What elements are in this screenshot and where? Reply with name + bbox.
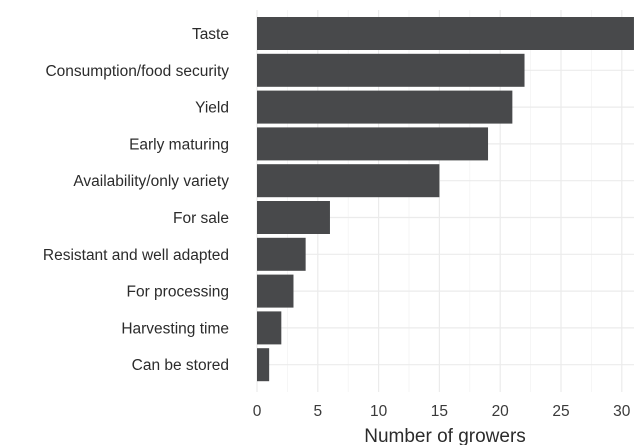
x-tick-labels: 0 5 10 15 20 25 30 (253, 403, 631, 420)
x-tick-label: 5 (313, 403, 322, 420)
x-tick-label: 25 (552, 403, 569, 420)
bar-for-processing (257, 274, 294, 308)
x-tick-label: 0 (253, 403, 262, 420)
bar-early-maturing (257, 127, 489, 161)
category-label: Early maturing (129, 136, 229, 153)
bar-harvesting-time (257, 311, 282, 345)
bar-taste (257, 17, 634, 50)
category-label: Resistant and well adapted (43, 247, 229, 264)
x-tick-label: 10 (370, 403, 388, 420)
bar-availability-only-variety (257, 164, 440, 198)
category-labels: Taste Consumption/food security Yield Early… (43, 26, 229, 374)
bar-can-be-stored (257, 348, 270, 382)
x-tick-label: 15 (431, 403, 448, 420)
category-label: Harvesting time (121, 320, 229, 337)
category-label: Yield (195, 100, 229, 117)
bars (257, 17, 634, 382)
bar-consumption-food-security (257, 53, 525, 87)
bar-for-sale (257, 201, 330, 234)
category-label: For sale (173, 210, 229, 227)
x-axis-title: Number of growers (364, 426, 526, 445)
bar-resistant-and-well-adapted (257, 237, 306, 271)
category-label: Taste (192, 26, 229, 43)
category-label: For processing (126, 284, 229, 301)
bar-yield (257, 90, 513, 124)
category-label: Availability/only variety (73, 173, 229, 190)
x-tick-label: 20 (492, 403, 510, 420)
x-tick-label: 30 (613, 403, 631, 420)
category-label: Can be stored (132, 357, 229, 374)
category-label: Consumption/food security (45, 63, 229, 80)
